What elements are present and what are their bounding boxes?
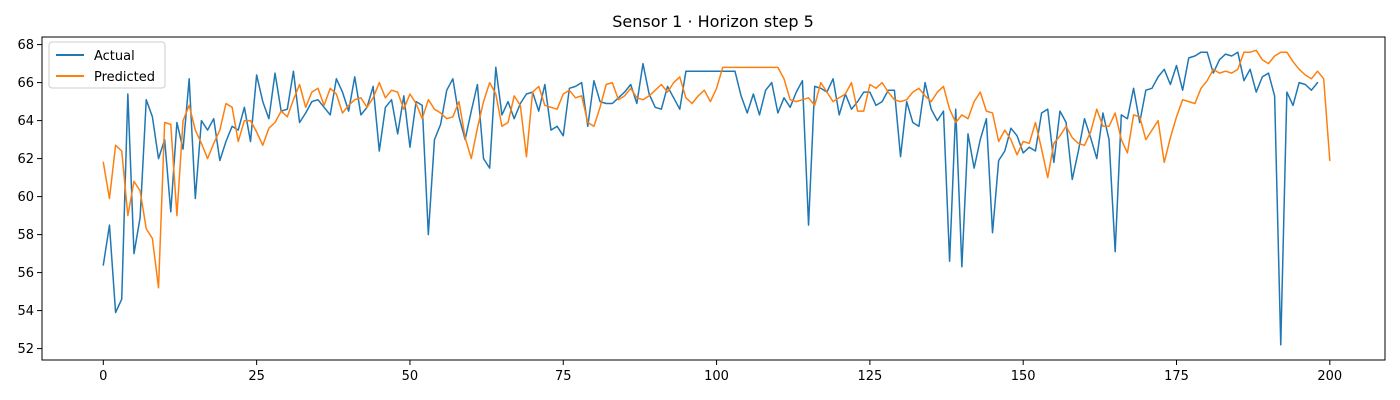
axes-frame — [41, 36, 1386, 361]
x-tick-label: 0 — [99, 369, 107, 384]
y-tick-label: 68 — [17, 38, 34, 53]
y-tick-label: 62 — [17, 152, 34, 167]
y-tick-label: 66 — [17, 76, 34, 91]
legend: Actual Predicted — [48, 41, 166, 89]
x-tick-label: 100 — [704, 369, 729, 384]
plot-area: 0 25 50 75 100 125 150 175 200 52 54 56 58 60 62 64 66 6… — [17, 36, 1386, 384]
y-tick-label: 60 — [17, 190, 34, 205]
chart-title: Sensor 1 · Horizon step 5 — [612, 12, 814, 31]
x-tick-label: 125 — [857, 369, 882, 384]
x-axis: 0 25 50 75 100 125 150 175 200 — [99, 360, 1342, 384]
series-line-predicted — [102, 49, 1331, 289]
x-tick-label: 25 — [248, 369, 265, 384]
x-tick-label: 175 — [1164, 369, 1189, 384]
x-tick-label: 150 — [1011, 369, 1036, 384]
y-tick-label: 58 — [17, 228, 34, 243]
series-group — [102, 49, 1331, 346]
series-line-actual — [102, 51, 1319, 346]
y-tick-label: 52 — [17, 342, 34, 357]
legend-label-actual: Actual — [94, 49, 135, 64]
y-tick-label: 54 — [17, 304, 34, 319]
y-axis: 52 54 56 58 60 62 64 66 68 — [17, 38, 42, 357]
y-tick-label: 64 — [17, 114, 34, 129]
legend-label-predicted: Predicted — [94, 70, 155, 85]
y-tick-label: 56 — [17, 266, 34, 281]
x-tick-label: 75 — [555, 369, 572, 384]
x-tick-label: 50 — [402, 369, 419, 384]
x-tick-label: 200 — [1317, 369, 1342, 384]
